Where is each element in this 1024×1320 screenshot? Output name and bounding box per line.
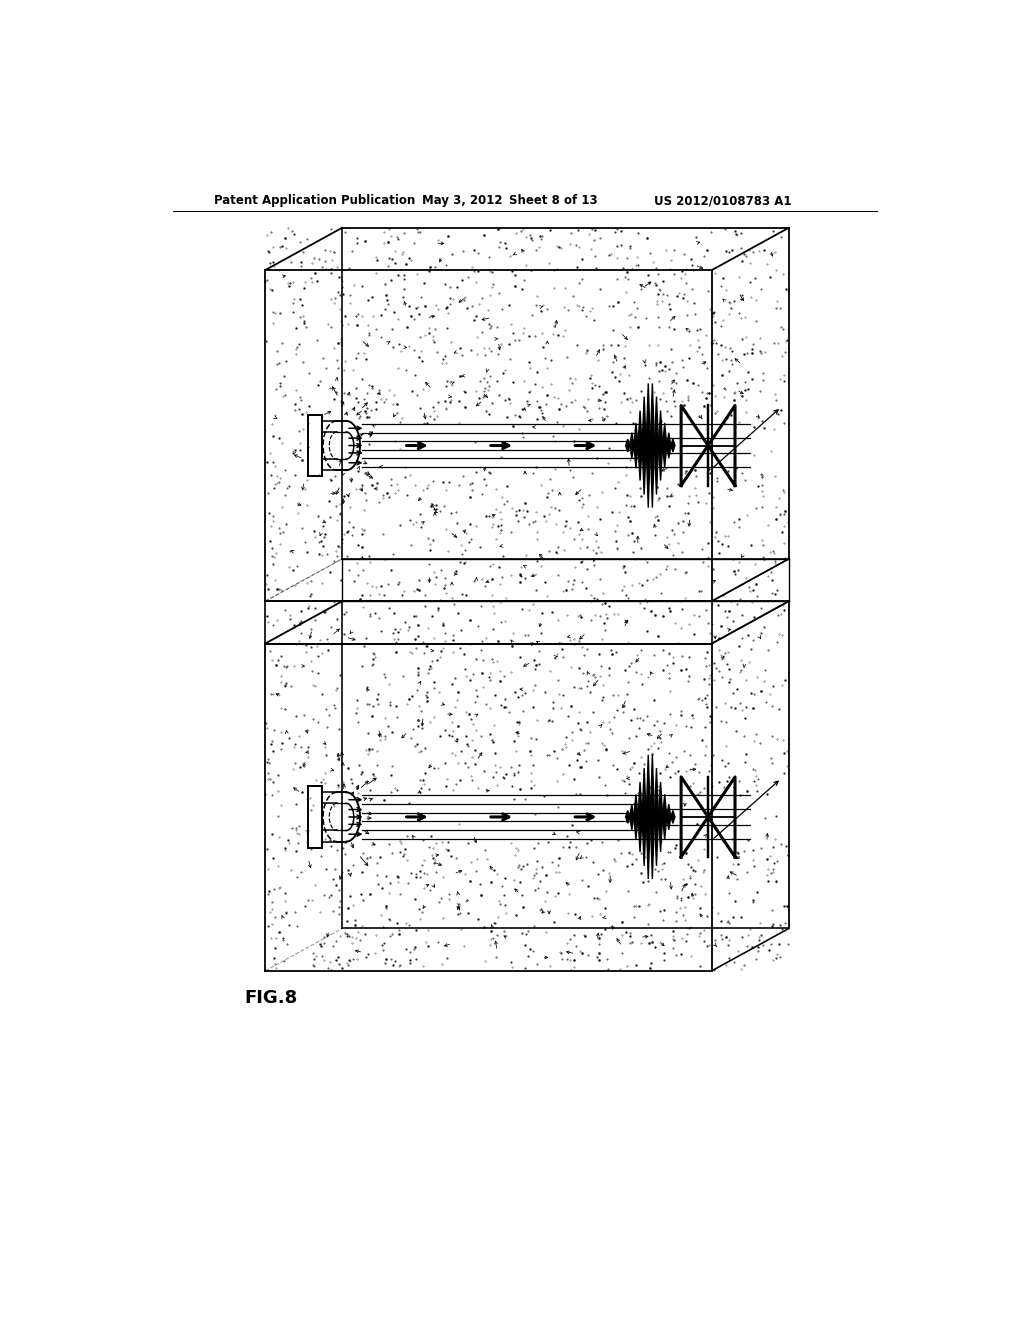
- Polygon shape: [626, 446, 630, 451]
- Polygon shape: [667, 804, 671, 817]
- Polygon shape: [658, 781, 663, 817]
- Polygon shape: [667, 817, 671, 830]
- Polygon shape: [658, 817, 663, 851]
- Polygon shape: [667, 433, 671, 446]
- Polygon shape: [626, 810, 630, 817]
- Polygon shape: [626, 817, 630, 824]
- Polygon shape: [658, 446, 663, 480]
- Polygon shape: [646, 755, 650, 817]
- Polygon shape: [658, 411, 663, 446]
- Polygon shape: [642, 817, 646, 866]
- Polygon shape: [642, 768, 646, 817]
- Polygon shape: [630, 804, 634, 817]
- Polygon shape: [634, 795, 638, 817]
- Polygon shape: [654, 768, 658, 817]
- Polygon shape: [663, 446, 667, 469]
- Polygon shape: [634, 446, 638, 469]
- Polygon shape: [638, 781, 642, 817]
- Polygon shape: [638, 817, 642, 851]
- Polygon shape: [671, 440, 675, 446]
- Polygon shape: [626, 440, 630, 446]
- Text: FIG.8: FIG.8: [245, 989, 298, 1007]
- Polygon shape: [646, 817, 650, 879]
- Polygon shape: [650, 755, 654, 817]
- Text: Patent Application Publication: Patent Application Publication: [214, 194, 415, 207]
- Polygon shape: [646, 383, 650, 446]
- Polygon shape: [638, 411, 642, 446]
- Polygon shape: [654, 396, 658, 446]
- Polygon shape: [650, 817, 654, 879]
- Polygon shape: [638, 446, 642, 480]
- Polygon shape: [663, 795, 667, 817]
- Polygon shape: [663, 817, 667, 840]
- Polygon shape: [642, 396, 646, 446]
- Polygon shape: [667, 446, 671, 458]
- Polygon shape: [671, 446, 675, 451]
- Text: US 2012/0108783 A1: US 2012/0108783 A1: [654, 194, 792, 207]
- Polygon shape: [642, 446, 646, 495]
- Polygon shape: [654, 817, 658, 866]
- Polygon shape: [671, 810, 675, 817]
- Polygon shape: [634, 817, 638, 840]
- Polygon shape: [650, 446, 654, 508]
- Polygon shape: [650, 383, 654, 446]
- Polygon shape: [630, 817, 634, 830]
- Polygon shape: [634, 422, 638, 446]
- Polygon shape: [671, 817, 675, 824]
- Text: Sheet 8 of 13: Sheet 8 of 13: [509, 194, 598, 207]
- Polygon shape: [654, 446, 658, 495]
- Polygon shape: [663, 422, 667, 446]
- Text: May 3, 2012: May 3, 2012: [422, 194, 502, 207]
- Polygon shape: [646, 446, 650, 508]
- Polygon shape: [630, 446, 634, 458]
- Polygon shape: [630, 433, 634, 446]
